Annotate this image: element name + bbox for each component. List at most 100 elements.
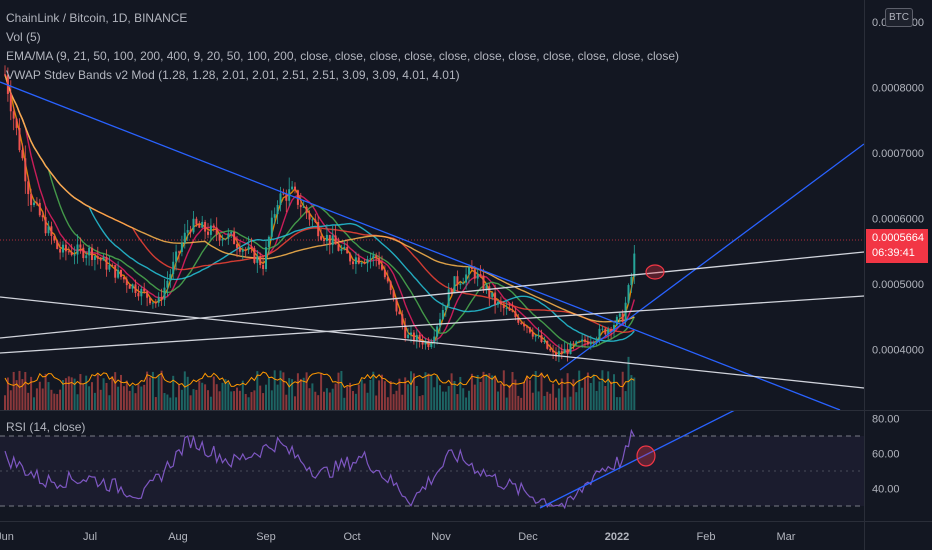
breakout-marker[interactable] <box>645 264 665 280</box>
volume-bar <box>131 385 134 410</box>
candle-body <box>291 186 294 190</box>
candle-body <box>195 218 198 225</box>
volume-bar <box>233 391 236 410</box>
volume-bar <box>343 397 346 410</box>
volume-bar <box>47 382 50 410</box>
candle-body <box>465 274 468 283</box>
candle-body <box>96 256 99 259</box>
candle-body <box>76 244 79 255</box>
candle-body <box>128 285 131 289</box>
volume-bar <box>160 370 163 410</box>
rsi-legend[interactable]: RSI (14, close) <box>6 420 86 434</box>
volume-bar <box>349 382 352 410</box>
candle-body <box>64 244 67 252</box>
candle-body <box>9 93 12 112</box>
volume-bar <box>267 377 270 410</box>
volume-bar <box>633 377 636 410</box>
volume-bar <box>41 388 44 410</box>
candle-body <box>473 269 476 279</box>
volume-bar <box>195 389 198 410</box>
volume-bar <box>308 388 311 410</box>
candle-body <box>476 274 479 279</box>
volume-bar <box>189 395 192 410</box>
candle-body <box>314 219 317 223</box>
candle-body <box>317 222 320 237</box>
candle-body <box>427 340 430 348</box>
volume-bar <box>531 392 534 410</box>
price-axis[interactable]: 0.00090000.00080000.00070000.00060000.00… <box>872 17 924 357</box>
trendlines[interactable] <box>0 81 864 410</box>
volume-bar <box>555 397 557 410</box>
candle-body <box>549 348 552 351</box>
candle-body <box>99 258 102 261</box>
candle-body <box>323 239 325 242</box>
candle-body <box>125 279 128 286</box>
blue-ascending-trendline[interactable] <box>559 143 864 371</box>
candle-body <box>218 234 221 241</box>
candle-body <box>531 332 534 337</box>
legend-symbol[interactable]: ChainLink / Bitcoin, 1D, BINANCE <box>6 11 188 25</box>
candle-body <box>511 310 514 312</box>
bar-countdown: 06:39:41 <box>872 247 915 259</box>
candle-body <box>450 289 453 293</box>
volume-bar <box>502 370 505 410</box>
time-axis[interactable]: Jun Jul Aug Sep Oct Nov Dec 2022 Feb Mar <box>0 531 796 543</box>
white-lower-trendline[interactable] <box>0 295 864 354</box>
candle-body <box>604 328 607 335</box>
legend-ema[interactable]: EMA/MA (9, 21, 50, 100, 200, 400, 9, 20,… <box>6 49 680 63</box>
white-descending-trendline[interactable] <box>0 296 864 389</box>
volume-bar <box>294 396 296 410</box>
candle-body <box>618 313 621 317</box>
candle-body <box>24 158 27 182</box>
candle-body <box>265 247 267 270</box>
white-upper-trendline[interactable] <box>0 251 864 339</box>
currency-badge[interactable]: BTC <box>885 8 913 27</box>
volume-bar <box>331 388 334 410</box>
candle-body <box>566 348 569 355</box>
candle-body <box>633 253 636 278</box>
candle-body <box>111 265 114 267</box>
volume-bar <box>44 373 47 410</box>
candle-body <box>444 305 447 311</box>
volume-bar <box>572 379 575 410</box>
candle-body <box>331 235 334 246</box>
rsi-line <box>4 428 635 510</box>
candle-body <box>186 230 189 233</box>
volume-bar <box>395 390 398 410</box>
time-tick-label: 2022 <box>605 531 629 543</box>
legend-volume[interactable]: Vol (5) <box>6 30 41 44</box>
volume-bar <box>38 381 41 410</box>
candle-body <box>340 248 343 251</box>
volume-bar <box>207 390 209 410</box>
volume-bar <box>366 392 369 410</box>
rsi-axis[interactable]: 80.00 60.00 40.00 <box>872 414 900 496</box>
volume-bar <box>505 397 508 410</box>
volume-bar <box>624 391 627 410</box>
volume-bar <box>120 374 122 410</box>
volume-bar <box>299 378 302 410</box>
volume-bar <box>334 383 337 410</box>
candle-body <box>407 334 410 339</box>
legend-vwap[interactable]: VWAP Stdev Bands v2 Mod (1.28, 1.28, 2.0… <box>6 68 460 82</box>
volume-bar <box>357 384 360 410</box>
volume-bar <box>607 371 610 410</box>
volume-bar <box>494 376 497 410</box>
volume-bar <box>407 384 410 410</box>
time-tick-label: Oct <box>343 531 360 543</box>
volume-bar <box>96 374 99 410</box>
candle-body <box>526 326 528 328</box>
candle-body <box>586 341 589 345</box>
candle-body <box>575 341 578 345</box>
volume-bar <box>291 379 294 410</box>
volume-bar <box>549 393 552 410</box>
candle-body <box>189 230 192 233</box>
blue-descending-trendline[interactable] <box>0 81 841 410</box>
volume-bar <box>381 374 383 410</box>
volume-bar <box>50 389 53 410</box>
volume-bar <box>398 378 401 410</box>
candle-body <box>404 324 407 339</box>
rsi-marker[interactable] <box>636 445 656 467</box>
candle-body <box>53 235 56 241</box>
candle-body <box>183 232 186 244</box>
